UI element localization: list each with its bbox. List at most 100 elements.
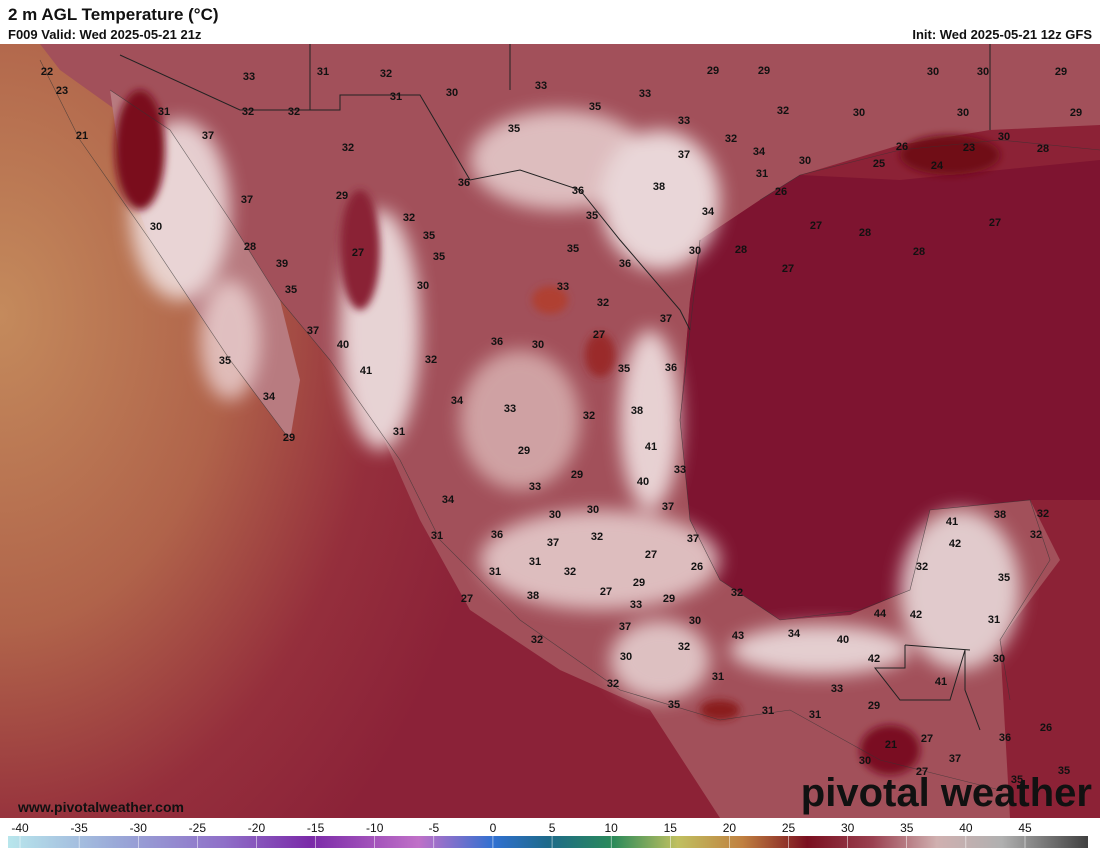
temp-label: 31 [712, 671, 724, 683]
temperature-labels: 22 33 31 32 29 29 30 30 29 23 33 31 30 33 35 32 32 32 30 30… [41, 65, 1082, 786]
temp-label: 33 [639, 88, 651, 100]
temp-label: 28 [859, 227, 871, 239]
colorbar-tick-label: 20 [723, 821, 737, 835]
temp-label: 41 [645, 441, 657, 453]
colorbar-tick-label: 10 [604, 821, 618, 835]
temp-label: 30 [993, 653, 1005, 665]
cool-areas [115, 90, 1000, 775]
temp-label: 33 [535, 80, 547, 92]
temp-label: 30 [799, 155, 811, 167]
temp-label: 44 [874, 608, 887, 620]
temp-label: 35 [285, 284, 297, 296]
temp-label: 37 [619, 621, 631, 633]
temp-label: 27 [989, 217, 1001, 229]
temp-label: 40 [837, 634, 849, 646]
temp-label: 36 [491, 529, 503, 541]
colorbar-tick-label: 45 [1018, 821, 1032, 835]
temp-label: 27 [461, 593, 473, 605]
temp-label: 41 [360, 365, 372, 377]
temp-label: 33 [243, 71, 255, 83]
temp-label: 31 [390, 91, 402, 103]
map: 22 33 31 32 29 29 30 30 29 23 33 31 30 33 35 32 32 32 30 30… [0, 44, 1100, 818]
colorbar: -40 -35 -30 -25 -20 -15 -10 -5 0 5 10 15 20 25 30 35 40 4… [8, 821, 1088, 848]
temp-label: 39 [276, 258, 288, 270]
temp-label: 27 [916, 766, 928, 778]
temp-label: 32 [731, 587, 743, 599]
colorbar-tick-label: -15 [307, 821, 325, 835]
temp-label: 34 [753, 146, 766, 158]
temp-label: 32 [607, 678, 619, 690]
temp-label: 35 [433, 251, 445, 263]
temp-label: 41 [946, 516, 958, 528]
temp-label: 23 [963, 142, 975, 154]
temp-label: 30 [853, 107, 865, 119]
temp-label: 27 [645, 549, 657, 561]
temp-label: 29 [1070, 107, 1082, 119]
temp-label: 33 [630, 599, 642, 611]
temp-label: 31 [756, 168, 768, 180]
colorbar-tick-label: 15 [664, 821, 678, 835]
temp-label: 35 [423, 230, 435, 242]
colorbar-tick-label: -25 [189, 821, 207, 835]
temp-label: 32 [678, 641, 690, 653]
temp-label: 30 [446, 87, 458, 99]
temp-label: 21 [76, 130, 88, 142]
temp-label: 35 [1011, 774, 1023, 786]
temp-label: 29 [283, 432, 295, 444]
temp-label: 31 [393, 426, 405, 438]
temp-label: 27 [921, 733, 933, 745]
temp-label: 36 [458, 177, 470, 189]
temp-label: 28 [913, 246, 925, 258]
temp-label: 30 [957, 107, 969, 119]
valid-time: F009 Valid: Wed 2025-05-21 21z [8, 27, 202, 42]
temp-label: 23 [56, 85, 68, 97]
temp-label: 30 [859, 755, 871, 767]
temp-label: 34 [702, 206, 715, 218]
temp-label: 35 [589, 101, 601, 113]
logo: pivotal weather [801, 771, 1092, 815]
temp-label: 37 [949, 753, 961, 765]
temp-label: 32 [777, 105, 789, 117]
temp-label: 37 [202, 130, 214, 142]
temp-label: 31 [431, 530, 443, 542]
temp-label: 32 [242, 106, 254, 118]
temp-label: 27 [352, 247, 364, 259]
temp-label: 34 [788, 628, 801, 640]
colorbar-tick-label: 40 [959, 821, 973, 835]
temp-label: 31 [489, 566, 501, 578]
temp-label: 32 [597, 297, 609, 309]
temp-label: 29 [868, 700, 880, 712]
temp-label: 37 [678, 149, 690, 161]
temp-label: 26 [896, 141, 908, 153]
temp-label: 33 [557, 281, 569, 293]
temp-label: 27 [810, 220, 822, 232]
website: www.pivotalweather.com [17, 799, 184, 815]
temp-label: 28 [244, 241, 256, 253]
colorbar-tick-label: 30 [841, 821, 855, 835]
colorbar-tick-label: -35 [70, 821, 88, 835]
temp-label: 27 [593, 329, 605, 341]
temp-label: 31 [529, 556, 541, 568]
temp-label: 38 [994, 509, 1006, 521]
temp-label: 38 [631, 405, 643, 417]
temp-label: 42 [910, 609, 922, 621]
temp-label: 29 [518, 445, 530, 457]
temp-label: 21 [885, 739, 897, 751]
temp-label: 36 [572, 185, 584, 197]
temp-label: 33 [674, 464, 686, 476]
temp-label: 32 [1030, 529, 1042, 541]
temp-label: 43 [732, 630, 744, 642]
init-time: Init: Wed 2025-05-21 12z GFS [912, 27, 1092, 42]
temp-label: 29 [633, 577, 645, 589]
colorbar-tick-label: -30 [130, 821, 148, 835]
colorbar-tick-label: -40 [11, 821, 29, 835]
colorbar-tick-label: 5 [549, 821, 556, 835]
temp-label: 37 [241, 194, 253, 206]
temp-label: 30 [689, 245, 701, 257]
temp-label: 32 [380, 68, 392, 80]
temp-label: 32 [288, 106, 300, 118]
temp-label: 30 [417, 280, 429, 292]
temp-label: 32 [564, 566, 576, 578]
title: 2 m AGL Temperature (°C) [8, 5, 219, 24]
colorbar-tick-label: -20 [248, 821, 266, 835]
